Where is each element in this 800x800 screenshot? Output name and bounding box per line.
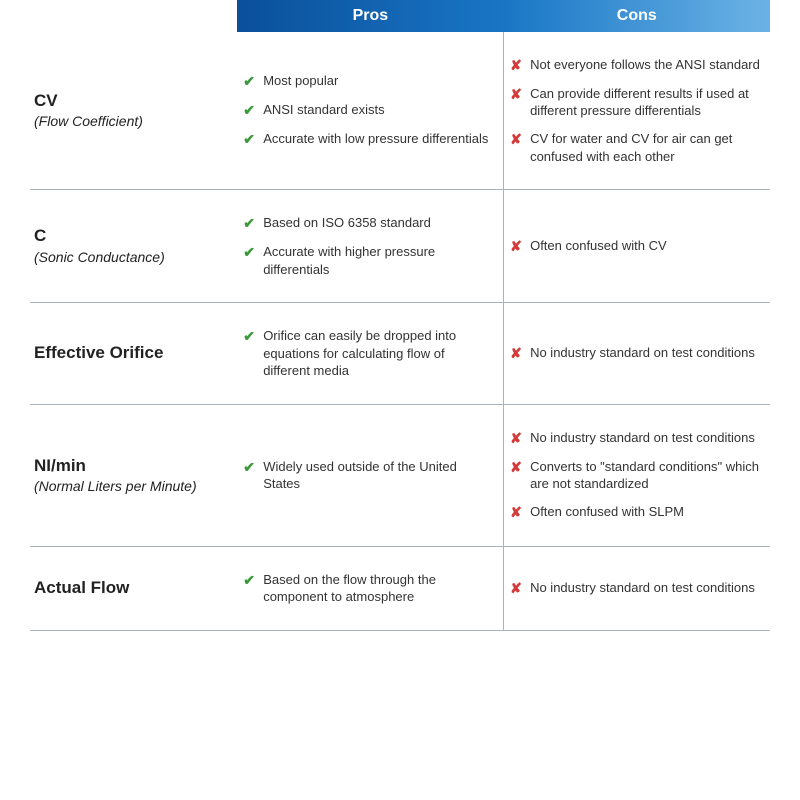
pro-item: ✔Widely used outside of the United State… (243, 458, 493, 493)
check-icon: ✔ (243, 214, 263, 233)
pro-item: ✔Orifice can easily be dropped into equa… (243, 327, 493, 380)
pro-text: Based on ISO 6358 standard (263, 214, 493, 232)
cross-icon: ✘ (510, 344, 530, 363)
con-text: Often confused with SLPM (530, 503, 760, 521)
check-icon: ✔ (243, 571, 263, 590)
cross-icon: ✘ (510, 237, 530, 256)
row-label-cell: CV (Flow Coefficient) (30, 32, 237, 190)
pro-text: Accurate with low pressure differentials (263, 130, 493, 148)
row-subtitle: (Sonic Conductance) (34, 249, 231, 266)
con-item: ✘Converts to "standard conditions" which… (510, 458, 760, 493)
con-item: ✘CV for water and CV for air can get con… (510, 130, 760, 165)
comparison-table: Pros Cons CV(Flow Coefficient)✔Most popu… (30, 0, 770, 631)
cons-cell: ✘Often confused with CV (504, 190, 770, 303)
cons-cell: ✘No industry standard on test conditions (504, 546, 770, 630)
con-text: Often confused with CV (530, 237, 760, 255)
pro-item: ✔Based on the flow through the component… (243, 571, 493, 606)
con-item: ✘Can provide different results if used a… (510, 85, 760, 120)
cross-icon: ✘ (510, 56, 530, 75)
con-text: CV for water and CV for air can get conf… (530, 130, 760, 165)
con-text: Can provide different results if used at… (530, 85, 760, 120)
pro-text: ANSI standard exists (263, 101, 493, 119)
cross-icon: ✘ (510, 429, 530, 448)
con-text: No industry standard on test conditions (530, 579, 760, 597)
row-title: Effective Orifice (34, 343, 231, 363)
con-item: ✘No industry standard on test conditions (510, 344, 760, 363)
row-subtitle: (Flow Coefficient) (34, 113, 231, 130)
cross-icon: ✘ (510, 579, 530, 598)
pro-item: ✔Accurate with low pressure differential… (243, 130, 493, 149)
con-text: No industry standard on test conditions (530, 429, 760, 447)
row-label-cell: NI/min (Normal Liters per Minute) (30, 404, 237, 546)
check-icon: ✔ (243, 130, 263, 149)
con-text: Converts to "standard conditions" which … (530, 458, 760, 493)
pro-text: Accurate with higher pressure differenti… (263, 243, 493, 278)
row-title: CV (34, 91, 231, 111)
header-pros: Pros (237, 0, 503, 32)
check-icon: ✔ (243, 101, 263, 120)
cons-cell: ✘No industry standard on test conditions (504, 303, 770, 405)
pros-cell: ✔Based on ISO 6358 standard✔Accurate wit… (237, 190, 503, 303)
table-row: CV(Flow Coefficient)✔Most popular✔ANSI s… (30, 32, 770, 190)
table-row: C (Sonic Conductance) ✔Based on ISO 6358 s… (30, 190, 770, 303)
row-title: C (34, 226, 231, 246)
pros-cell: ✔Based on the flow through the component… (237, 546, 503, 630)
cross-icon: ✘ (510, 503, 530, 522)
check-icon: ✔ (243, 243, 263, 262)
con-item: ✘Not everyone follows the ANSI standard (510, 56, 760, 75)
pro-item: ✔Based on ISO 6358 standard (243, 214, 493, 233)
pros-cell: ✔Widely used outside of the United State… (237, 404, 503, 546)
row-label-cell: Effective Orifice (30, 303, 237, 405)
con-text: Not everyone follows the ANSI standard (530, 56, 760, 74)
cross-icon: ✘ (510, 458, 530, 477)
row-label-cell: Actual Flow (30, 546, 237, 630)
row-title: Actual Flow (34, 578, 231, 598)
pro-text: Based on the flow through the component … (263, 571, 493, 606)
row-subtitle: (Normal Liters per Minute) (34, 478, 231, 495)
con-item: ✘Often confused with SLPM (510, 503, 760, 522)
table-row: Effective Orifice ✔Orifice can easily be … (30, 303, 770, 405)
pros-cell: ✔Orifice can easily be dropped into equa… (237, 303, 503, 405)
con-text: No industry standard on test conditions (530, 344, 760, 362)
cons-cell: ✘No industry standard on test conditions… (504, 404, 770, 546)
row-label-cell: C (Sonic Conductance) (30, 190, 237, 303)
check-icon: ✔ (243, 327, 263, 346)
cross-icon: ✘ (510, 85, 530, 104)
check-icon: ✔ (243, 72, 263, 91)
pro-item: ✔Accurate with higher pressure different… (243, 243, 493, 278)
header-row: Pros Cons (30, 0, 770, 32)
con-item: ✘No industry standard on test conditions (510, 429, 760, 448)
pro-text: Most popular (263, 72, 493, 90)
pro-text: Orifice can easily be dropped into equat… (263, 327, 493, 380)
table-row: Actual Flow ✔Based on the flow through th… (30, 546, 770, 630)
cross-icon: ✘ (510, 130, 530, 149)
pro-item: ✔ANSI standard exists (243, 101, 493, 120)
cons-cell: ✘Not everyone follows the ANSI standard✘… (504, 32, 770, 190)
con-item: ✘No industry standard on test conditions (510, 579, 760, 598)
pro-item: ✔Most popular (243, 72, 493, 91)
header-cons: Cons (504, 0, 770, 32)
header-blank (30, 0, 237, 32)
row-title: NI/min (34, 456, 231, 476)
check-icon: ✔ (243, 458, 263, 477)
table-row: NI/min (Normal Liters per Minute) ✔Widely … (30, 404, 770, 546)
pro-text: Widely used outside of the United States (263, 458, 493, 493)
con-item: ✘Often confused with CV (510, 237, 760, 256)
pros-cell: ✔Most popular✔ANSI standard exists✔Accur… (237, 32, 503, 190)
